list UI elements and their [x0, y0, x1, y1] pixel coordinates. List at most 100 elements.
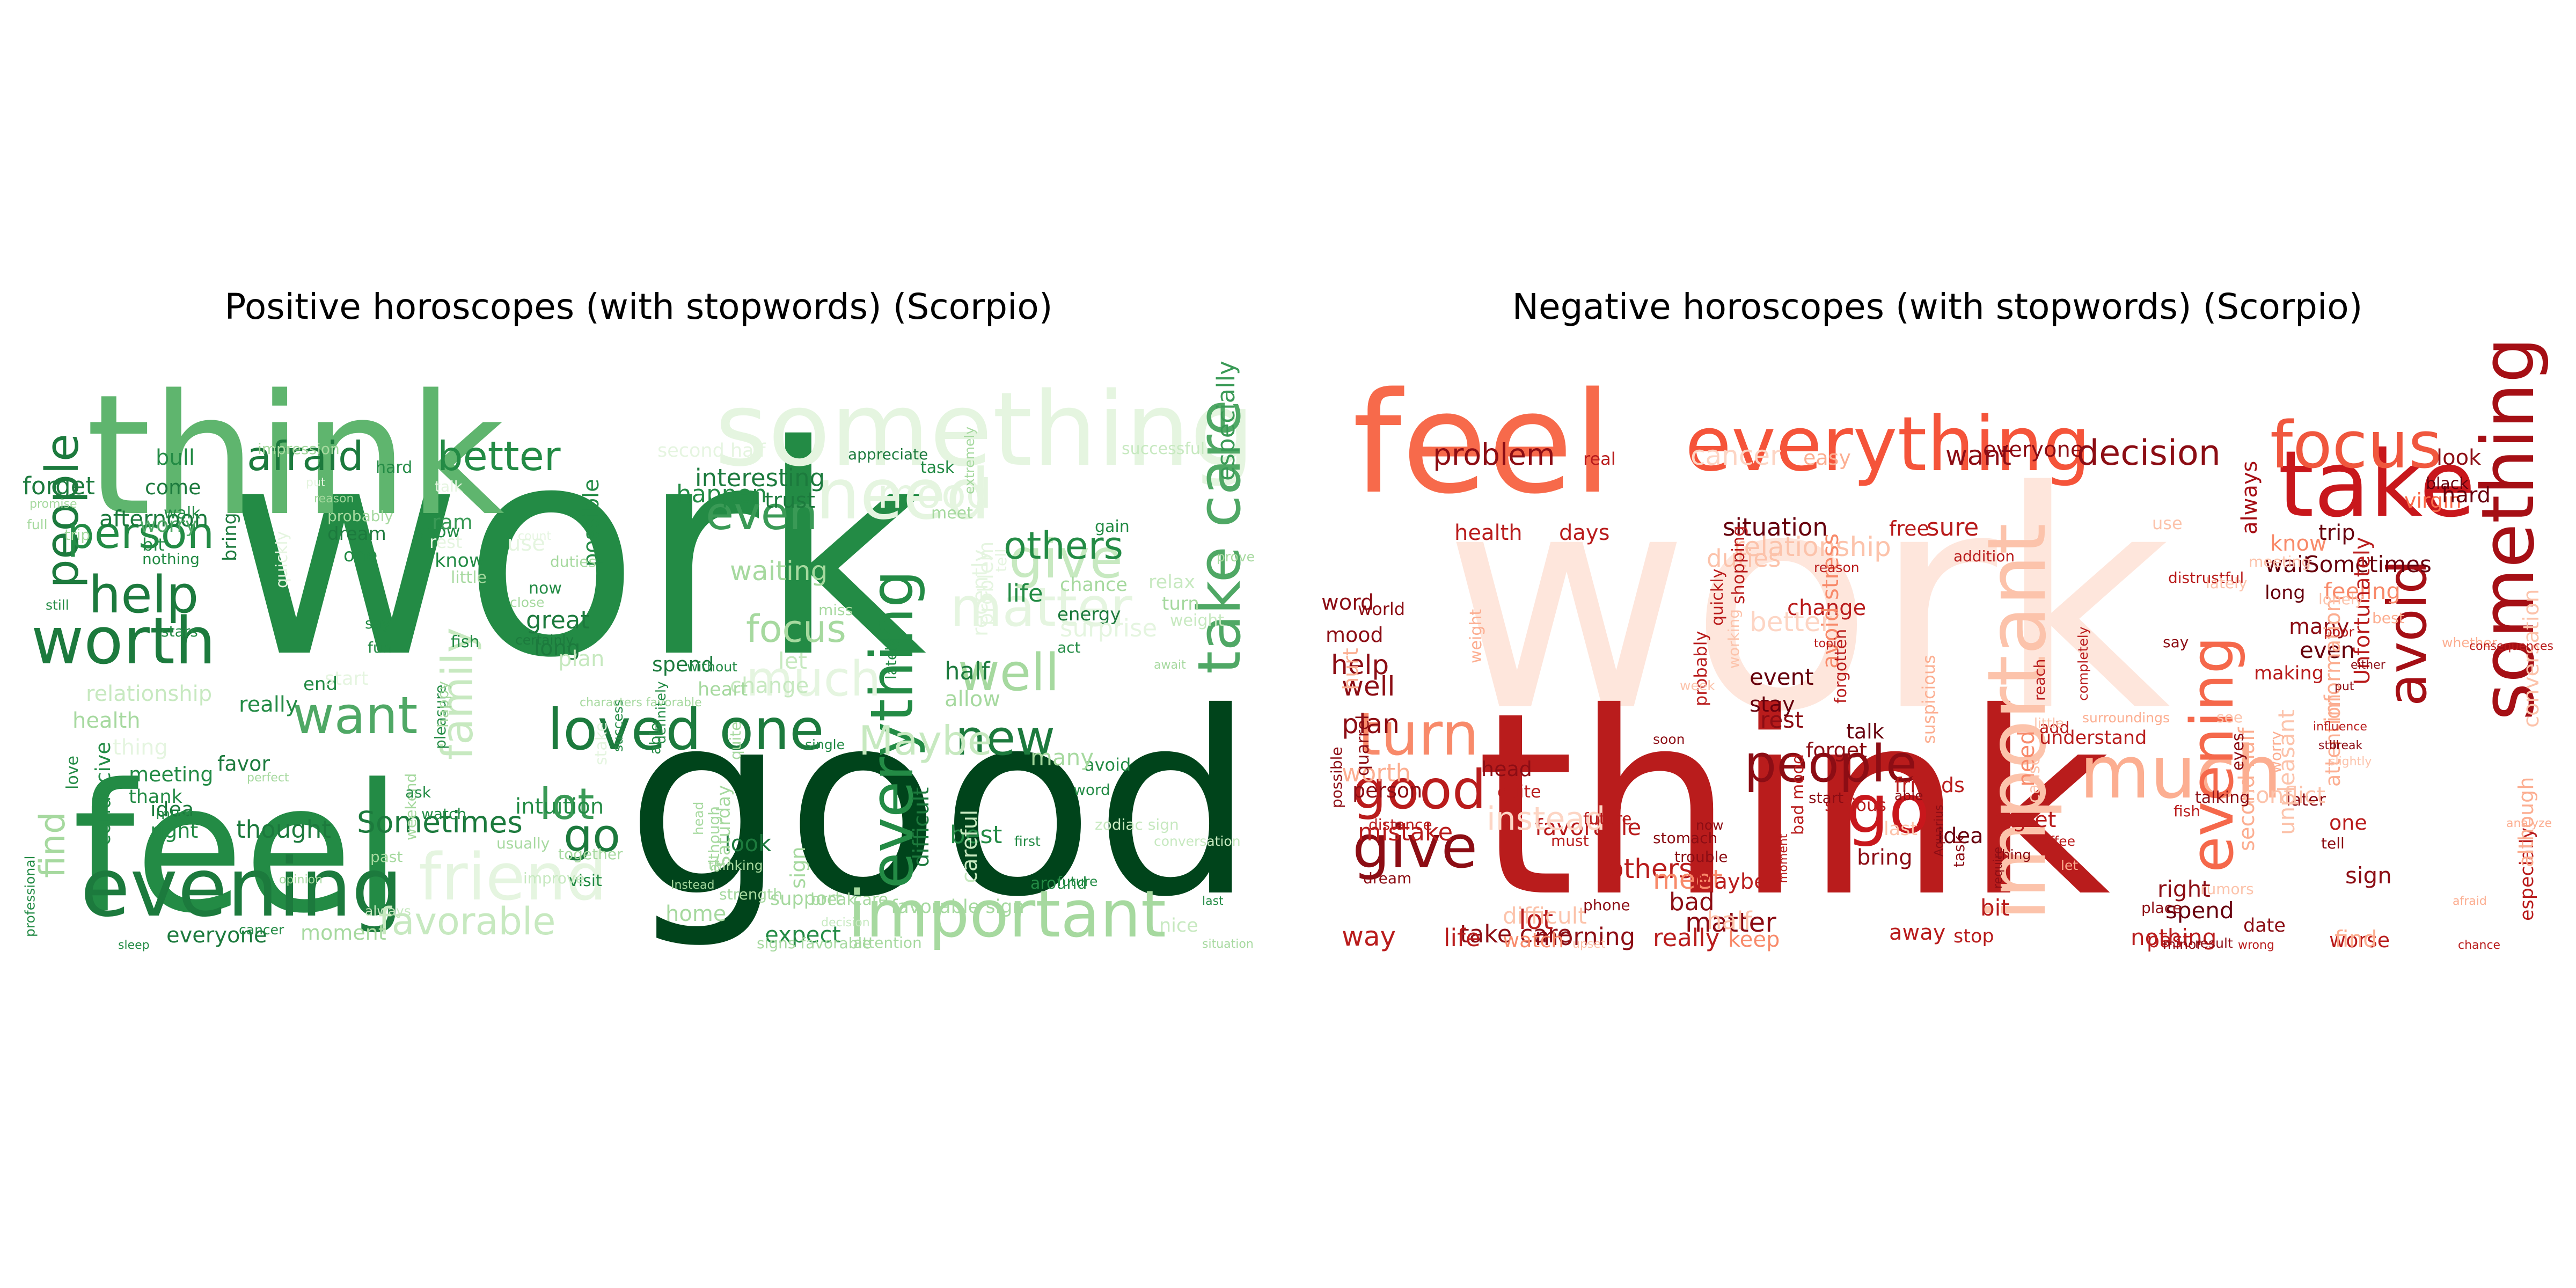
- word-pos-give: give: [1009, 528, 1123, 590]
- word-neg-mood: mood: [1326, 623, 1384, 647]
- word-neg-days: days: [1559, 521, 1609, 545]
- word-neg-word: word: [1321, 590, 1374, 615]
- word-neg-real: real: [1583, 449, 1616, 469]
- word-pos-little: little: [451, 568, 487, 587]
- word-neg-bit: bit: [1980, 895, 2010, 921]
- word-pos-thank: thank: [129, 786, 183, 808]
- word-pos-sleep: sleep: [118, 939, 150, 952]
- word-pos-characters-favorable: characters favorable: [580, 696, 702, 709]
- word-neg-talking: talking: [2195, 788, 2250, 807]
- word-pos-especially: especially: [1212, 361, 1240, 481]
- word-neg-add: add: [2039, 719, 2069, 737]
- word-pos-nice: nice: [1159, 915, 1198, 936]
- word-pos-stars: stars: [161, 623, 198, 640]
- word-neg-working: working: [1725, 609, 1743, 669]
- word-pos-conversation: conversation: [1154, 833, 1241, 849]
- word-neg-bad-mood: bad mood: [1789, 754, 1807, 835]
- word-pos-let: let: [778, 648, 807, 674]
- word-pos-many: many: [1030, 744, 1094, 771]
- word-neg-worth: worth: [1342, 759, 1411, 787]
- word-neg-morning: morning: [1535, 923, 1635, 951]
- word-pos-find: find: [33, 812, 73, 878]
- word-neg-good: good: [1352, 758, 1486, 821]
- word-neg-hard: hard: [2442, 483, 2491, 508]
- word-pos-nothing: nothing: [142, 550, 200, 568]
- word-pos-second-half: second half: [657, 440, 766, 462]
- word-neg-world: world: [1358, 599, 1405, 619]
- word-neg-little: little: [2034, 715, 2064, 731]
- word-neg-break: break: [2329, 739, 2363, 752]
- word-neg-poor: poor: [2324, 624, 2354, 640]
- word-neg-problem: problem: [1433, 437, 1555, 472]
- word-pos-need: need: [816, 453, 990, 535]
- word-neg-feel: feel: [1352, 363, 1612, 525]
- word-pos-successful: successful: [1122, 440, 1205, 458]
- word-neg-important: important: [1971, 523, 2064, 921]
- word-pos-allow: allow: [945, 687, 1000, 712]
- word-pos-interesting: interesting: [695, 464, 825, 492]
- word-neg-serious: serious: [1825, 795, 1886, 815]
- word-neg-lately: lately: [2206, 574, 2248, 592]
- word-neg-see: see: [2216, 708, 2243, 726]
- word-neg-meet: meet: [1653, 864, 1723, 895]
- word-neg-mistake: mistake: [1358, 818, 1453, 846]
- word-neg-avoid: avoid: [2376, 560, 2439, 706]
- word-pos-full: full: [27, 517, 48, 532]
- word-neg-event: event: [1750, 664, 1814, 690]
- word-pos-impression: impression: [258, 440, 340, 458]
- word-neg-lonely: lonely: [2318, 590, 2363, 608]
- word-pos-careful: careful: [957, 810, 982, 883]
- word-pos-first: first: [1014, 833, 1041, 849]
- word-pos-avoid: avoid: [1084, 755, 1131, 775]
- word-neg-consequences: consequences: [2469, 640, 2553, 653]
- word-neg-idea: idea: [1937, 824, 1984, 848]
- word-pos-afternoon: afternoon: [99, 506, 208, 532]
- word-pos-task: task: [920, 458, 955, 477]
- word-pos-visit: visit: [569, 872, 602, 890]
- word-neg-decision: decision: [2077, 433, 2221, 473]
- word-pos-definitely: definitely: [653, 681, 669, 744]
- word-neg-cancer: cancer: [1690, 440, 1781, 471]
- word-pos-word: word: [1073, 781, 1110, 799]
- word-pos-thing: thing: [113, 735, 168, 760]
- word-pos-hard: hard: [376, 458, 412, 477]
- word-pos-idea: idea: [150, 797, 194, 821]
- word-neg-unpleasant: unpleasant: [2273, 709, 2300, 835]
- word-pos-opinion: opinion: [279, 873, 323, 887]
- word-pos-everyone: everyone: [166, 923, 267, 948]
- word-pos-recently: recently: [968, 549, 993, 636]
- word-neg-something: something: [2466, 337, 2550, 721]
- word-pos-moment: moment: [301, 921, 386, 945]
- word-neg-must: must: [1551, 832, 1589, 850]
- word-pos-promise: promise: [30, 497, 77, 511]
- word-neg-focus: focus: [2270, 408, 2442, 483]
- word-neg-addition: addition: [1953, 547, 2015, 565]
- word-neg-take-care: take care: [1460, 920, 1572, 948]
- word-pos-walk: walk: [164, 504, 201, 523]
- word-pos-something: something: [715, 370, 1255, 489]
- word-neg-better: better: [1750, 606, 1832, 638]
- word-pos-people: people: [36, 434, 89, 588]
- word-pos-perfect: perfect: [247, 771, 289, 785]
- word-neg-best: best: [2372, 609, 2405, 627]
- word-pos-mood: mood: [877, 470, 991, 517]
- word-pos-feel: feel: [72, 746, 402, 952]
- word-pos-single: single: [805, 737, 845, 752]
- word-pos-new: new: [955, 710, 1055, 766]
- word-neg-start: start: [1809, 789, 1843, 807]
- word-pos-worry: worry: [140, 513, 197, 537]
- word-pos-difficult: difficult: [909, 787, 934, 867]
- word-pos-weekend: weekend: [402, 773, 420, 840]
- word-pos-waiting: waiting: [730, 555, 828, 587]
- word-neg-place: place: [2141, 899, 2182, 917]
- word-pos-really: really: [239, 692, 298, 717]
- word-pos-evening: evening: [80, 841, 402, 935]
- word-pos-support: support: [770, 888, 842, 910]
- word-neg-watch: watch: [1503, 928, 1564, 952]
- word-neg-information: information: [2321, 598, 2345, 722]
- word-pos-energy: energy: [1057, 604, 1121, 625]
- word-neg-maybe: Maybe: [1696, 869, 1767, 894]
- word-pos-forget: forget: [23, 472, 95, 500]
- word-pos-matter: matter: [950, 576, 1133, 639]
